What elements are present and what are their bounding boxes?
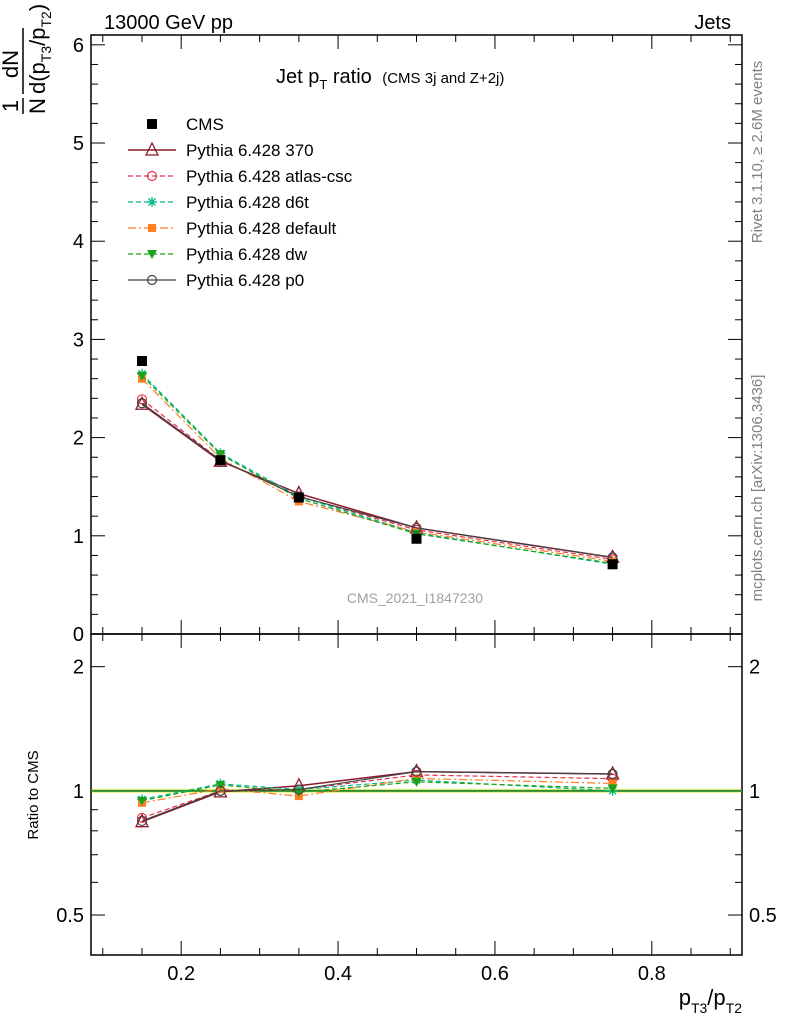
x-tick-label: 0.4 [324,963,352,985]
main-y-tick-label: 1 [73,526,84,548]
legend-label: Pythia 6.428 dw [186,245,308,264]
series-line [141,373,613,565]
ratio-series-pythia-6-428-dw [136,777,618,806]
legend-label: Pythia 6.428 370 [186,141,314,160]
cms-data-point [136,356,147,367]
ratio-series-pythia-6-428-p0 [136,766,618,827]
legend-marker [146,170,158,182]
series-pythia-6-428-dw [136,371,618,569]
series-pythia-6-428-default [137,374,617,566]
legend-marker-cms [147,119,157,129]
legend-label: Pythia 6.428 default [186,219,337,238]
x-tick-label: 0.6 [481,963,509,985]
x-tick-label: 0.8 [638,963,666,985]
cms-data-point [607,559,618,570]
main-y-tick-label: 5 [73,133,84,155]
ratio-series-line [141,770,613,823]
ratio-y-tick-label: 0.5 [56,905,84,927]
series-point [136,371,147,381]
cms-data-point [411,533,422,544]
main-axis-ticks: 0 1 2 3 4 5 6 0.2 0.4 0.6 0.8 [73,35,742,985]
series-pythia-6-428-p0 [136,398,618,563]
x-tick-label: 0.2 [167,963,195,985]
legend-label: Pythia 6.428 d6t [186,193,309,212]
cms-data-point [293,492,304,503]
ratio-series-layer [134,763,620,828]
rivet-version-text: Rivet 3.1.10, ≥ 2.6M events [749,61,766,244]
main-series-layer [134,356,620,570]
legend: CMS Pythia 6.428 370 Pythia 6.428 atlas-cs… [128,115,353,290]
ratio-series-line [141,770,613,822]
main-y-tick-label: 0 [73,624,84,646]
ylabel-dN: dN [0,50,23,78]
series-pythia-6-428-d6t [136,368,618,570]
ratio-series-point [136,796,147,806]
ratio-series-point [411,777,422,787]
ratio-series-point [607,784,618,794]
series-cms-data [136,356,618,570]
header-right: Jets [694,12,731,34]
series-line [141,375,613,564]
analysis-watermark: CMS_2021_I1847230 [347,590,483,606]
ylabel-frac-den: N [25,98,50,114]
ratio-series-point [215,780,226,790]
ratio-series-point [136,815,148,827]
legend-label-cms: CMS [186,115,224,134]
ratio-y-axis-label: Ratio to CMS [25,750,42,839]
legend-label: Pythia 6.428 atlas-csc [186,167,353,186]
plot-title: Jet pT ratio (CMS 3j and Z+2j) [276,66,504,92]
ratio-uncertainty-band [91,788,742,794]
ratio-series-point [608,779,617,788]
ratio-y-tick-label-right: 1 [749,781,760,803]
ratio-series-point [134,813,150,828]
series-point [215,450,226,460]
cms-data-point [215,455,226,466]
ratio-y-tick-label-right: 0.5 [749,905,777,927]
series-pythia-6-428-370 [134,395,620,564]
ratio-series-line [141,777,613,804]
ratio-series-point [215,785,226,796]
series-line [141,402,613,558]
ratio-series-point [293,784,304,795]
ratio-y-tick-label: 2 [73,657,84,679]
ratio-series-point [136,812,148,824]
x-axis-label: pT3/pT2 [679,985,743,1016]
legend-marker [144,141,160,156]
ratio-y-tick-label-right: 2 [749,657,760,679]
main-y-tick-label: 3 [73,329,84,351]
mcplots-text: mcplots.cern.ch [arXiv:1306.3436] [749,375,766,602]
ylabel-denominator: d(pT3/pT2) [25,4,54,94]
ratio-series-point [411,766,422,777]
legend-marker [147,197,157,207]
header-left: 13000 GeV pp [104,12,233,34]
ratio-series-point [293,788,304,798]
ratio-series-point [607,768,618,780]
series-point [136,398,148,409]
ratio-y-tick-label: 1 [73,781,84,803]
ylabel-frac-num: 1 [0,100,23,112]
series-line [141,403,613,559]
main-y-axis-label: 1 N dN d(pT3/pT2) [0,4,54,114]
main-y-tick-label: 6 [73,35,84,57]
ratio-panel-frame [90,633,743,956]
series-point [411,522,422,534]
main-y-tick-label: 4 [73,231,84,253]
series-line [141,398,613,560]
main-y-tick-label: 2 [73,428,84,450]
ratio-axis-ticks: 0.5 0.5 1 1 2 2 [56,657,777,927]
legend-marker [146,274,158,286]
legend-marker [147,250,157,259]
legend-label: Pythia 6.428 p0 [186,271,304,290]
series-line [141,378,613,562]
series-pythia-6-428-atlas-csc [136,394,618,565]
legend-marker [148,224,156,232]
